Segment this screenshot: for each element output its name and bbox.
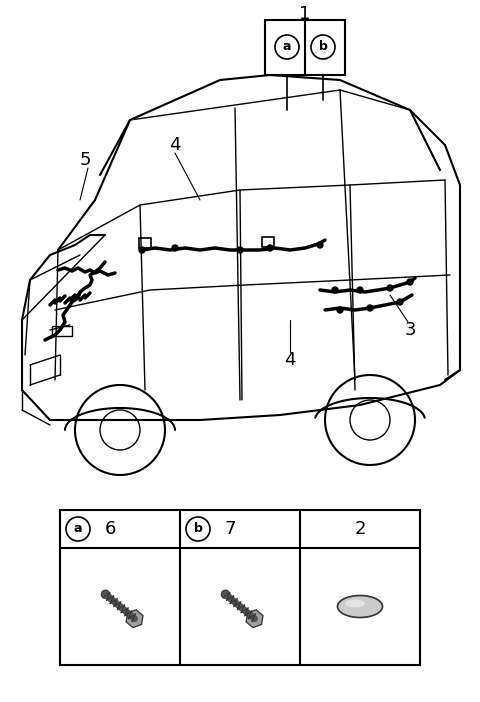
Text: 4: 4	[284, 351, 296, 369]
Bar	[139, 238, 151, 248]
Ellipse shape	[337, 595, 383, 618]
Circle shape	[101, 590, 109, 598]
Text: b: b	[193, 522, 203, 536]
Circle shape	[317, 242, 323, 248]
Text: 7: 7	[224, 520, 236, 538]
Circle shape	[237, 247, 243, 253]
Polygon shape	[126, 610, 143, 628]
Bar	[262, 237, 274, 247]
Text: 2: 2	[354, 520, 366, 538]
Circle shape	[267, 245, 273, 251]
Circle shape	[397, 299, 403, 305]
Text: 1: 1	[300, 5, 311, 23]
Text: 5: 5	[79, 151, 91, 169]
Circle shape	[337, 307, 343, 313]
Circle shape	[139, 247, 145, 253]
Circle shape	[357, 287, 363, 293]
Text: 4: 4	[169, 136, 181, 154]
Circle shape	[407, 279, 413, 285]
Polygon shape	[246, 610, 263, 628]
Text: 6: 6	[104, 520, 116, 538]
Circle shape	[172, 245, 178, 251]
Bar	[265, 20, 345, 75]
Bar	[60, 510, 420, 665]
Circle shape	[221, 590, 229, 598]
Bar	[52, 326, 72, 336]
Text: a: a	[74, 522, 82, 536]
Circle shape	[367, 305, 373, 311]
Circle shape	[387, 285, 393, 291]
Circle shape	[332, 287, 338, 293]
Text: 3: 3	[404, 321, 416, 339]
Ellipse shape	[345, 600, 365, 607]
Text: b: b	[319, 41, 327, 53]
Text: a: a	[283, 41, 291, 53]
